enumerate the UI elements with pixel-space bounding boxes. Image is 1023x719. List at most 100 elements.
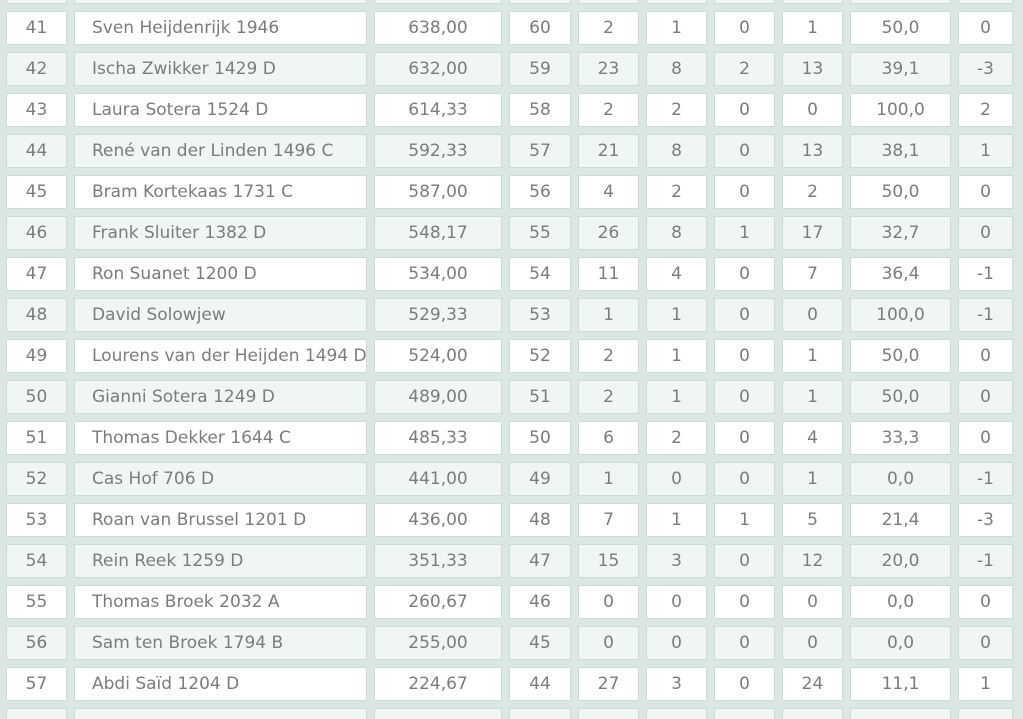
cell-played: 2 [578,379,639,414]
cell-player: Sam ten Broek 1794 B [74,625,367,660]
cell-drawn: 0 [714,338,775,373]
cell-player: Roan van Brussel 1201 D [74,502,367,537]
cell-lost: 0 [782,92,843,127]
cell-player: Bram Kortekaas 1731 C [74,174,367,209]
cell-lost: 1 [782,461,843,496]
cell-change [958,0,1013,4]
cell-lost: 12 [782,543,843,578]
table-row: 54 Rein Reek 1259 D 351,33 47 15 3 0 12 20,0 -1 [6,543,1013,578]
cell-played: 6 [578,420,639,455]
cell-points: 534,00 [374,256,502,291]
cell-won: 8 [646,215,707,250]
cell-points: 485,33 [374,420,502,455]
cell-percentage: 0,0 [850,584,951,619]
table-row: 47 Ron Suanet 1200 D 534,00 54 11 4 0 7 36,4 -1 [6,256,1013,291]
cell-played: 26 [578,215,639,250]
cell-percentage: 0,0 [850,625,951,660]
cell-points: 489,00 [374,379,502,414]
cell-won: 4 [646,256,707,291]
cell-rank: 45 [6,174,67,209]
cell-player: Thomas Broek 2032 A [74,584,367,619]
cell-drawn: 0 [714,666,775,701]
cell-percentage: 50,0 [850,10,951,45]
cell-lost: 17 [782,215,843,250]
cell-change [958,707,1013,719]
cell-played: 2 [578,338,639,373]
cell-number: 51 [509,379,571,414]
cell-lost: 5 [782,502,843,537]
cell-number: 59 [509,51,571,86]
table-row-fragment [6,707,1013,719]
cell-played: 4 [578,174,639,209]
cell-lost: 4 [782,420,843,455]
cell-rank: 57 [6,666,67,701]
cell-rank: 41 [6,10,67,45]
cell-percentage [850,707,951,719]
table-row: 43 Laura Sotera 1524 D 614,33 58 2 2 0 0 100,0 2 [6,92,1013,127]
cell-played [578,0,639,4]
cell-rank: 50 [6,379,67,414]
cell-won: 0 [646,625,707,660]
cell-played: 7 [578,502,639,537]
cell-player: Frank Sluiter 1382 D [74,215,367,250]
cell-player: Cas Hof 706 D [74,461,367,496]
cell-percentage: 50,0 [850,174,951,209]
cell-player: Abdi Saïd 1204 D [74,666,367,701]
cell-won: 3 [646,543,707,578]
cell-change: 0 [958,625,1013,660]
cell-lost: 1 [782,379,843,414]
cell-number: 48 [509,502,571,537]
cell-number: 52 [509,338,571,373]
cell-percentage: 39,1 [850,51,951,86]
cell-rank: 42 [6,51,67,86]
cell-won: 0 [646,584,707,619]
cell-lost [782,0,843,4]
cell-drawn: 0 [714,420,775,455]
cell-number: 56 [509,174,571,209]
cell-change: 0 [958,10,1013,45]
cell-player: Ischa Zwikker 1429 D [74,51,367,86]
cell-player: David Solowjew [74,297,367,332]
cell-percentage: 20,0 [850,543,951,578]
cell-change: -3 [958,51,1013,86]
cell-drawn: 0 [714,256,775,291]
cell-player: Gianni Sotera 1249 D [74,379,367,414]
cell-lost: 1 [782,338,843,373]
cell-points: 524,00 [374,338,502,373]
cell-player [74,0,367,4]
cell-points: 260,67 [374,584,502,619]
cell-drawn: 0 [714,92,775,127]
cell-rank: 48 [6,297,67,332]
cell-won: 3 [646,666,707,701]
cell-player: Sven Heijdenrijk 1946 [74,10,367,45]
cell-drawn: 1 [714,502,775,537]
cell-points: 632,00 [374,51,502,86]
cell-drawn: 0 [714,379,775,414]
cell-played: 23 [578,51,639,86]
table-row: 48 David Solowjew 529,33 53 1 1 0 0 100,0 -1 [6,297,1013,332]
cell-played: 1 [578,297,639,332]
table-row: 42 Ischa Zwikker 1429 D 632,00 59 23 8 2 13 39,1… [6,51,1013,86]
cell-number: 57 [509,133,571,168]
cell-won: 8 [646,133,707,168]
cell-lost: 24 [782,666,843,701]
cell-drawn: 0 [714,133,775,168]
cell-number: 49 [509,461,571,496]
cell-player: Lourens van der Heijden 1494 D [74,338,367,373]
cell-lost: 13 [782,51,843,86]
cell-change: 0 [958,338,1013,373]
cell-change: 0 [958,584,1013,619]
cell-player [74,707,367,719]
cell-points: 529,33 [374,297,502,332]
cell-lost: 0 [782,297,843,332]
cell-points: 638,00 [374,10,502,45]
cell-drawn [714,0,775,4]
cell-change: 0 [958,420,1013,455]
table-row-fragment [6,0,1013,4]
cell-points: 592,33 [374,133,502,168]
cell-drawn: 0 [714,461,775,496]
table-row: 56 Sam ten Broek 1794 B 255,00 45 0 0 0 0 0,0 0 [6,625,1013,660]
cell-change: 0 [958,215,1013,250]
cell-played: 21 [578,133,639,168]
cell-number: 45 [509,625,571,660]
